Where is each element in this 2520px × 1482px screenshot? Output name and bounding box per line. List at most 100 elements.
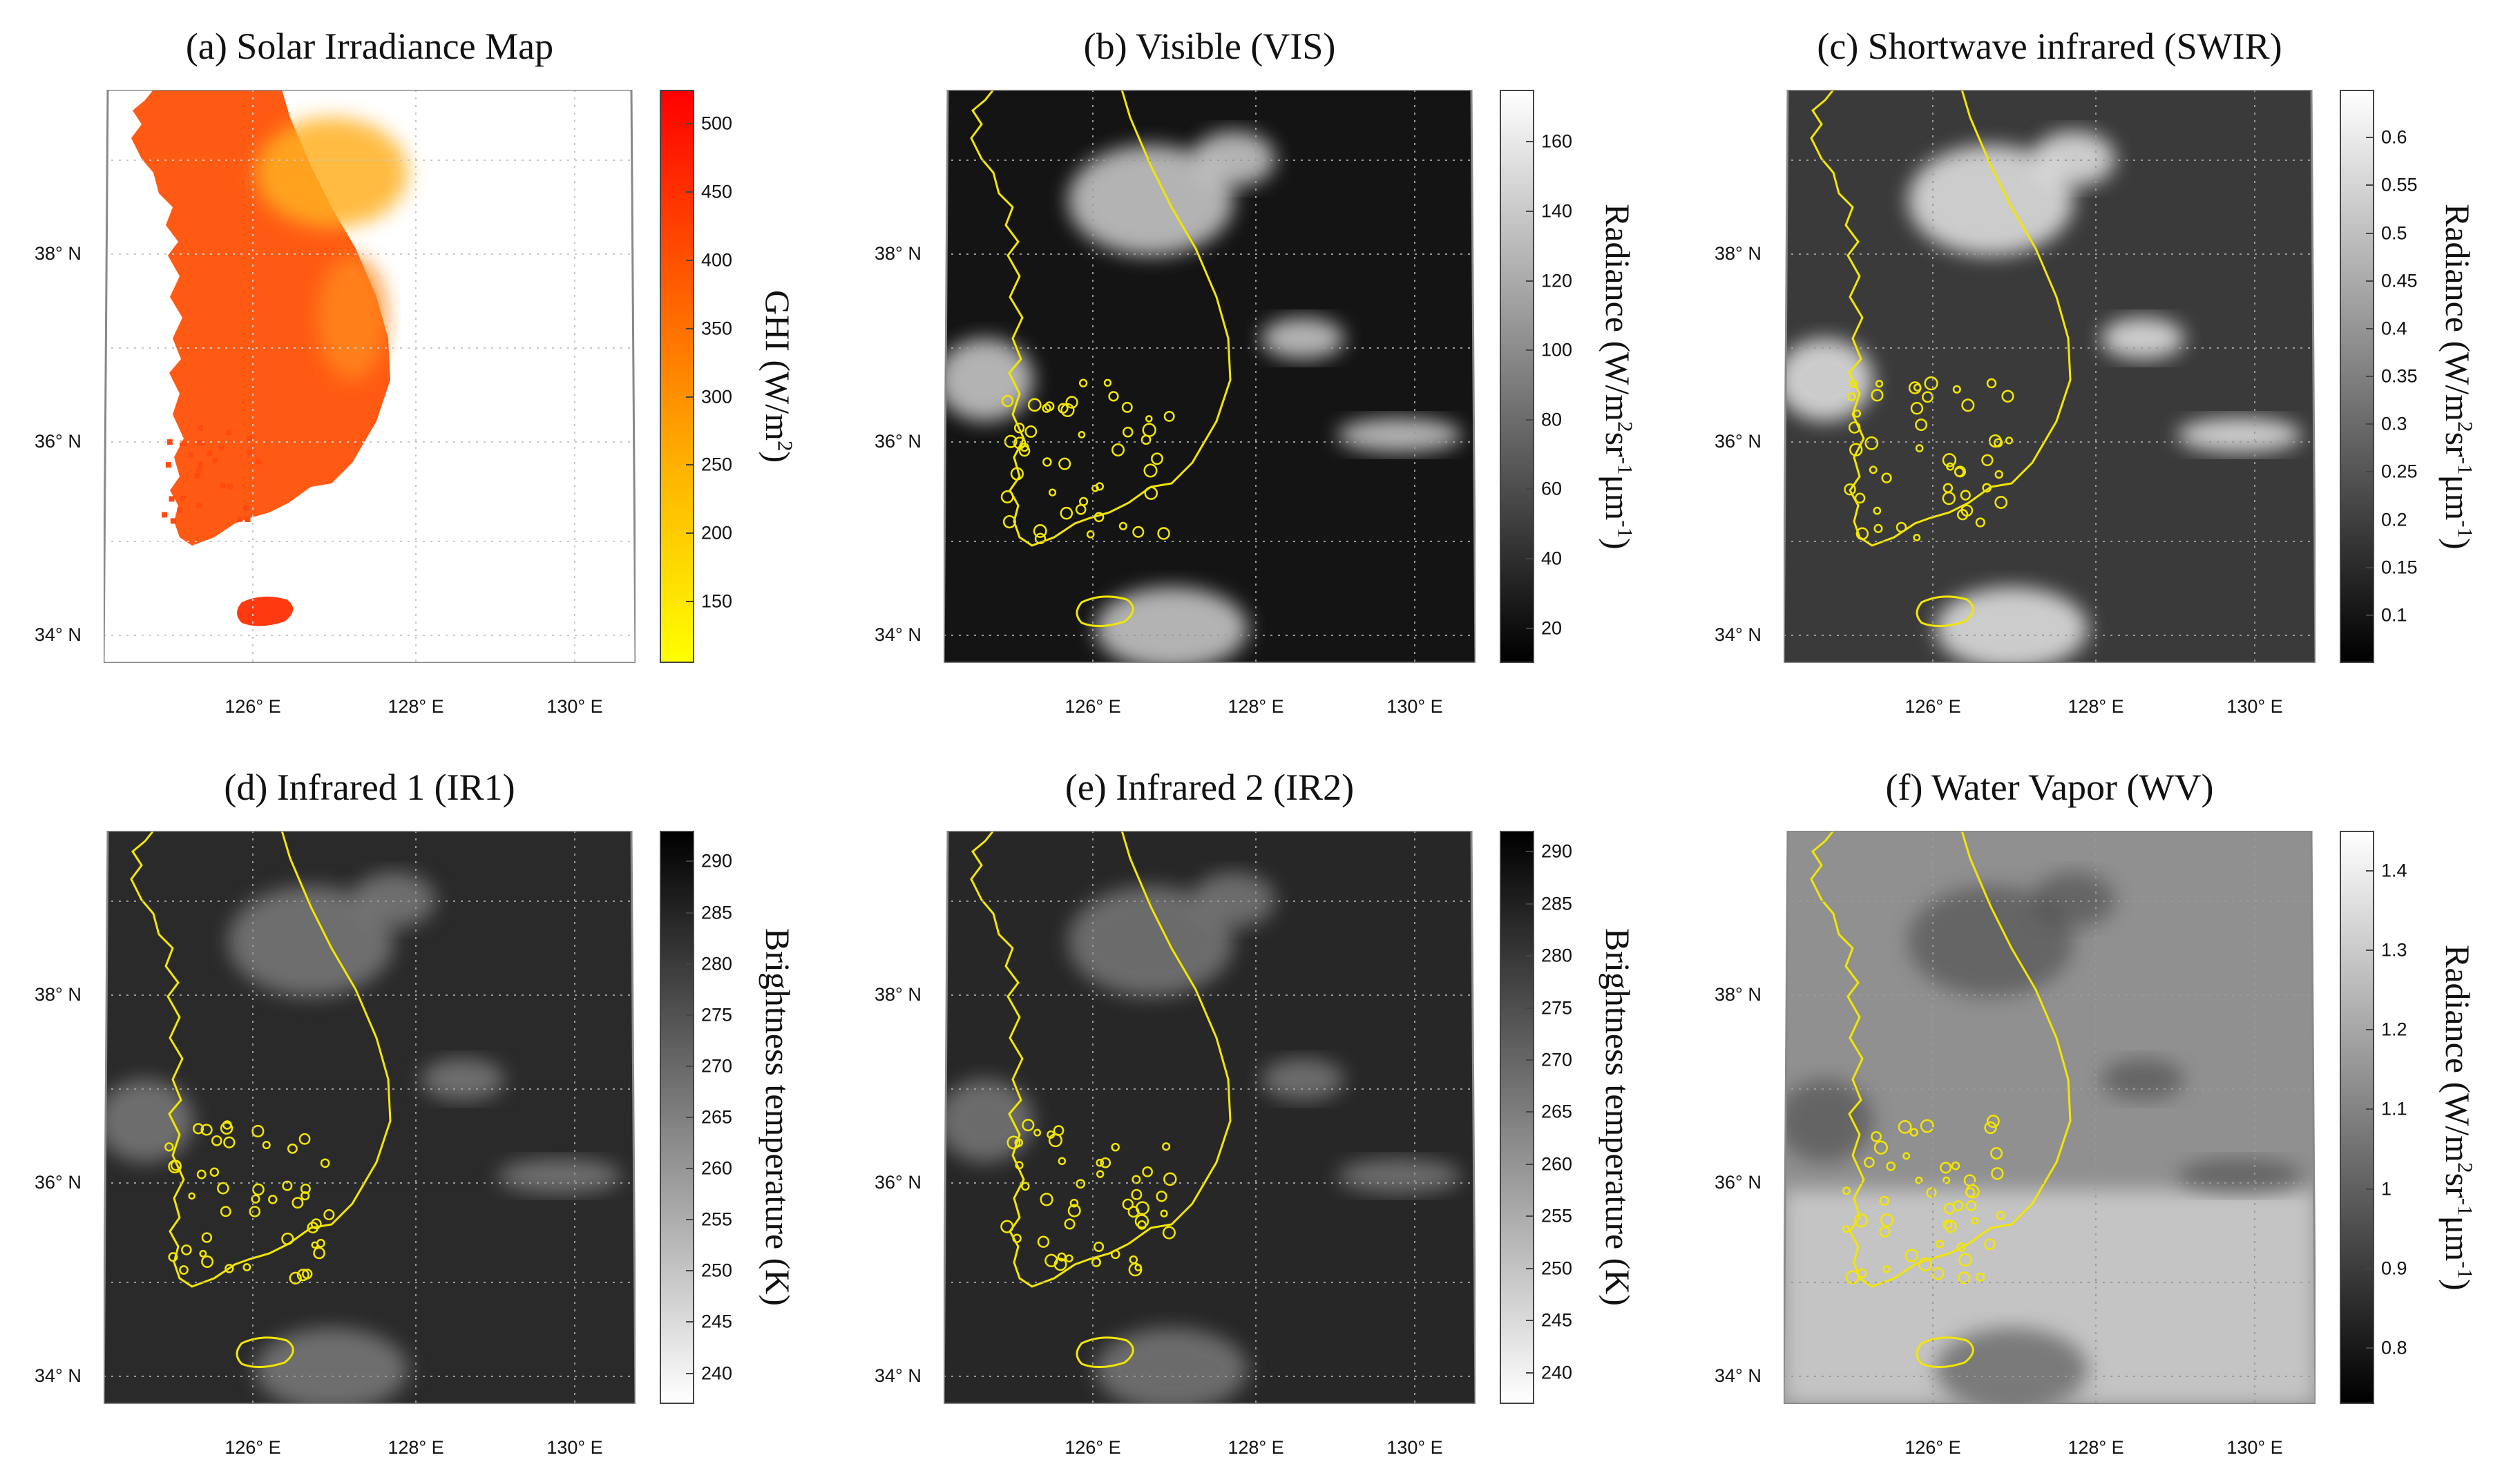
colorbar-tick-mark bbox=[1526, 558, 1533, 560]
colorbar-tick-label: 0.35 bbox=[2381, 365, 2418, 387]
colorbar-tick-mark bbox=[686, 1321, 693, 1323]
map-d bbox=[104, 831, 636, 1404]
cloud-patch bbox=[1784, 1079, 1873, 1162]
colorbar-tick-mark bbox=[686, 963, 693, 965]
cloud-patch bbox=[104, 1079, 193, 1162]
colorbar-tick-label: 265 bbox=[701, 1106, 733, 1128]
colorbar-tick-mark bbox=[686, 1117, 693, 1118]
colorbar-tick-mark bbox=[1526, 1111, 1533, 1113]
colorbar-tick-mark bbox=[686, 123, 693, 125]
colorbar-tick-label: 80 bbox=[1541, 409, 1563, 430]
colorbar-tick-mark bbox=[2366, 949, 2373, 951]
colorbar-tick-label: 240 bbox=[701, 1363, 733, 1384]
colorbar-label: Radiance (W/m2sr-1μm-1) bbox=[2438, 203, 2478, 550]
colorbar bbox=[2340, 831, 2374, 1404]
colorbar-tick-mark bbox=[1526, 418, 1533, 421]
colorbar-tick-label: 0.55 bbox=[2381, 174, 2418, 195]
colorbar-tick-label: 260 bbox=[701, 1157, 733, 1179]
panel-b: (b) Visible (VIS) 38° N 36° N 34° N 126° E 12… bbox=[840, 0, 1680, 741]
colorbar-tick-mark bbox=[2366, 423, 2373, 425]
colorbar-label: Radiance (W/m2sr-1μm-1) bbox=[2438, 944, 2478, 1291]
cloud-patch bbox=[497, 1159, 622, 1193]
colorbar-tick-mark bbox=[1526, 627, 1533, 629]
colorbar-tick-mark bbox=[2366, 566, 2373, 568]
colorbar-tick-mark bbox=[1526, 1267, 1533, 1269]
colorbar-tick-label: 40 bbox=[1541, 548, 1563, 569]
colorbar-tick-mark bbox=[1526, 1372, 1533, 1374]
cloud-patch bbox=[1908, 145, 2074, 256]
colorbar-tick-mark bbox=[2366, 184, 2373, 186]
colorbar-tick-label: 0.2 bbox=[2381, 509, 2407, 530]
cloud-patch bbox=[1192, 131, 1275, 186]
cloud-patch bbox=[2032, 131, 2115, 186]
colorbar-tick-label: 250 bbox=[701, 454, 733, 475]
colorbar-tick-mark bbox=[1526, 141, 1533, 143]
colorbar-tick-label: 255 bbox=[1541, 1205, 1573, 1226]
lon-label: 128° E bbox=[1228, 696, 1284, 717]
colorbar-tick-label: 0.1 bbox=[2381, 604, 2407, 626]
colorbar-tick-mark bbox=[686, 464, 693, 466]
coastline bbox=[130, 831, 392, 1288]
colorbar-tick-mark bbox=[1526, 851, 1533, 853]
lat-label: 34° N bbox=[1715, 624, 1762, 645]
lon-label: 130° E bbox=[546, 1437, 603, 1458]
cloud-patch bbox=[1337, 1159, 1462, 1193]
colorbar-tick-mark bbox=[1526, 280, 1533, 282]
panel-d: (d) Infrared 1 (IR1) 38° N 36° N 34° N 126° … bbox=[0, 741, 840, 1482]
colorbar-tick-label: 300 bbox=[701, 386, 733, 407]
colorbar-tick-mark bbox=[1526, 1163, 1533, 1165]
colorbar-tick-label: 290 bbox=[1541, 840, 1573, 862]
lat-label: 38° N bbox=[35, 984, 82, 1005]
colorbar-tick-mark bbox=[2366, 232, 2373, 234]
colorbar-tick-label: 250 bbox=[701, 1260, 733, 1281]
lat-label: 36° N bbox=[875, 431, 922, 452]
panel-c: (c) Shortwave infrared (SWIR) 38° N 36° N 3… bbox=[1680, 0, 2520, 741]
colorbar-tick-mark bbox=[686, 860, 693, 863]
colorbar-tick-mark bbox=[686, 532, 693, 535]
colorbar-label: GHI (W/m2) bbox=[758, 289, 798, 463]
cloud-patch bbox=[2101, 1059, 2184, 1100]
lon-label: 130° E bbox=[1386, 1437, 1443, 1458]
colorbar-tick-label: 270 bbox=[1541, 1049, 1573, 1070]
lon-label: 130° E bbox=[2226, 696, 2283, 717]
colorbar-tick-label: 285 bbox=[1541, 893, 1573, 914]
colorbar-tick-mark bbox=[2366, 1108, 2373, 1110]
cloud-patch bbox=[944, 1079, 1033, 1162]
colorbar-tick-label: 290 bbox=[701, 850, 733, 872]
panel-title: (c) Shortwave infrared (SWIR) bbox=[1817, 26, 2282, 67]
colorbar-tick-mark bbox=[686, 1014, 693, 1016]
lon-label: 130° E bbox=[2226, 1437, 2283, 1458]
colorbar-tick-mark bbox=[1526, 1007, 1533, 1009]
lat-label: 34° N bbox=[875, 624, 922, 645]
colorbar-tick-mark bbox=[686, 1065, 693, 1067]
lat-label: 38° N bbox=[875, 984, 922, 1005]
lat-label: 36° N bbox=[35, 1172, 82, 1193]
coastline bbox=[970, 831, 1232, 1288]
cloud-patch bbox=[1261, 318, 1344, 359]
colorbar-tick-label: 275 bbox=[701, 1004, 733, 1026]
lat-label: 36° N bbox=[35, 431, 82, 452]
panel-a: (a) Solar Irradiance Map 38° N 36° N 34° N 1… bbox=[0, 0, 840, 741]
colorbar-tick-mark bbox=[1526, 488, 1533, 490]
cloud-patch bbox=[352, 872, 435, 927]
colorbar-tick-mark bbox=[2366, 869, 2373, 872]
panel-f: (f) Water Vapor (WV) 38° N 36° N 34° N 126° … bbox=[1680, 741, 2520, 1482]
colorbar-tick-mark bbox=[2366, 1347, 2373, 1349]
lat-label: 36° N bbox=[1715, 431, 1762, 452]
lon-label: 128° E bbox=[388, 1437, 444, 1458]
cloud-patch bbox=[228, 886, 394, 997]
colorbar-tick-label: 0.4 bbox=[2381, 318, 2407, 339]
colorbar-tick-label: 60 bbox=[1541, 478, 1563, 499]
colorbar-label: Brightness temperature (K) bbox=[1598, 928, 1637, 1307]
colorbar-tick-label: 1.1 bbox=[2381, 1098, 2407, 1119]
lon-label: 126° E bbox=[1905, 1437, 1961, 1458]
map-f bbox=[1784, 831, 2316, 1404]
colorbar-tick-mark bbox=[1526, 211, 1533, 213]
map-c bbox=[1784, 90, 2316, 663]
colorbar-tick-mark bbox=[2366, 519, 2373, 521]
colorbar-tick-label: 0.45 bbox=[2381, 270, 2418, 291]
cloud-patch bbox=[1192, 872, 1275, 927]
colorbar-tick-label: 0.3 bbox=[2381, 413, 2407, 434]
colorbar-tick-mark bbox=[686, 327, 693, 329]
panel-title: (b) Visible (VIS) bbox=[1083, 26, 1336, 67]
